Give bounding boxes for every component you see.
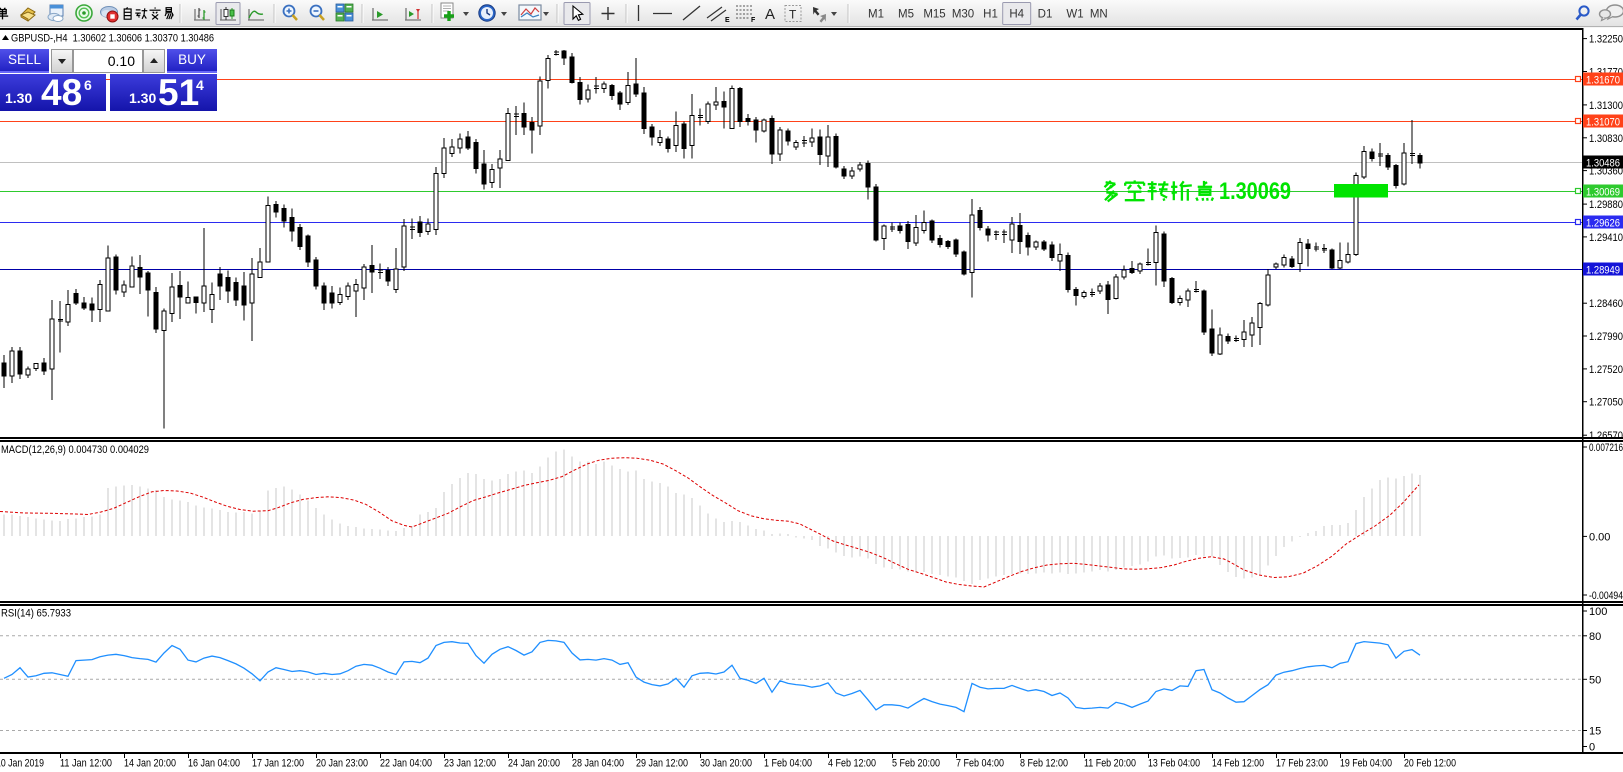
svg-text:19 Feb 04:00: 19 Feb 04:00 (1340, 758, 1392, 770)
svg-text:11 Jan 12:00: 11 Jan 12:00 (60, 758, 112, 770)
svg-text:1.28460: 1.28460 (1589, 298, 1623, 310)
svg-text:W1: W1 (1066, 9, 1083, 21)
svg-text:-0.00494: -0.00494 (1589, 590, 1623, 602)
svg-text:22 Jan 04:00: 22 Jan 04:00 (380, 758, 432, 770)
svg-text:28 Jan 04:00: 28 Jan 04:00 (572, 758, 624, 770)
svg-text:M30: M30 (952, 9, 974, 21)
svg-text:11 Feb 20:00: 11 Feb 20:00 (1084, 758, 1136, 770)
svg-text:RSI(14) 65.7933: RSI(14) 65.7933 (1, 608, 71, 620)
svg-text:8 Feb 12:00: 8 Feb 12:00 (1020, 758, 1068, 770)
svg-text:14 Jan 20:00: 14 Jan 20:00 (124, 758, 176, 770)
svg-text:MN: MN (1090, 9, 1108, 21)
svg-text:1.27520: 1.27520 (1589, 364, 1623, 376)
svg-text:GBPUSD-,H4 1.30602 1.30606 1.: GBPUSD-,H4 1.30602 1.30606 1.30370 1.304… (11, 33, 214, 45)
svg-text:1.29410: 1.29410 (1589, 232, 1623, 244)
svg-text:30 Jan 20:00: 30 Jan 20:00 (700, 758, 752, 770)
svg-text:E: E (725, 17, 730, 24)
svg-text:20 Feb 12:00: 20 Feb 12:00 (1404, 758, 1456, 770)
svg-text:7 Feb 04:00: 7 Feb 04:00 (956, 758, 1004, 770)
svg-text:29 Jan 12:00: 29 Jan 12:00 (636, 758, 688, 770)
svg-text:1.29626: 1.29626 (1586, 218, 1620, 230)
svg-text:14 Feb 12:00: 14 Feb 12:00 (1212, 758, 1264, 770)
svg-text:H4: H4 (1009, 9, 1024, 21)
svg-text:17 Jan 12:00: 17 Jan 12:00 (252, 758, 304, 770)
svg-text:1.29880: 1.29880 (1589, 199, 1623, 211)
svg-text:MACD(12,26,9) 0.004730 0.00402: MACD(12,26,9) 0.004730 0.004029 (1, 444, 149, 456)
svg-text:1.26570: 1.26570 (1589, 430, 1623, 442)
svg-text:1.27050: 1.27050 (1589, 397, 1623, 409)
svg-text:16 Jan 04:00: 16 Jan 04:00 (188, 758, 240, 770)
svg-text:24 Jan 20:00: 24 Jan 20:00 (508, 758, 560, 770)
svg-text:M5: M5 (898, 9, 914, 21)
svg-text:5 Feb 20:00: 5 Feb 20:00 (892, 758, 940, 770)
svg-text:0.00: 0.00 (1589, 531, 1610, 543)
svg-text:4 Feb 12:00: 4 Feb 12:00 (828, 758, 876, 770)
svg-text:0.007216: 0.007216 (1589, 442, 1623, 454)
svg-text:100: 100 (1589, 606, 1607, 618)
svg-text:1.30360: 1.30360 (1589, 166, 1623, 178)
svg-text:80: 80 (1589, 631, 1601, 643)
svg-text:23 Jan 12:00: 23 Jan 12:00 (444, 758, 496, 770)
svg-text:F: F (751, 17, 756, 24)
svg-text:10 Jan 2019: 10 Jan 2019 (0, 758, 44, 770)
svg-text:17 Feb 23:00: 17 Feb 23:00 (1276, 758, 1328, 770)
svg-text:H1: H1 (983, 9, 998, 21)
svg-text:15: 15 (1589, 726, 1601, 738)
svg-text:1.30486: 1.30486 (1586, 158, 1620, 170)
svg-text:50: 50 (1589, 674, 1601, 686)
svg-text:1.31070: 1.31070 (1586, 117, 1620, 129)
svg-text:13 Feb 04:00: 13 Feb 04:00 (1148, 758, 1200, 770)
svg-text:D1: D1 (1038, 9, 1053, 21)
svg-text:1.31670: 1.31670 (1586, 75, 1620, 87)
svg-text:1.28949: 1.28949 (1586, 265, 1620, 277)
svg-text:1.27990: 1.27990 (1589, 331, 1623, 343)
svg-text:M15: M15 (923, 9, 945, 21)
svg-text:1.30069: 1.30069 (1219, 178, 1291, 205)
svg-text:T: T (789, 8, 797, 22)
svg-text:20 Jan 23:00: 20 Jan 23:00 (316, 758, 368, 770)
svg-text:1.32250: 1.32250 (1589, 34, 1623, 46)
svg-text:1 Feb 04:00: 1 Feb 04:00 (764, 758, 812, 770)
svg-text:M1: M1 (868, 9, 884, 21)
svg-text:A: A (765, 6, 775, 23)
svg-text:1.30830: 1.30830 (1589, 133, 1623, 145)
svg-text:0: 0 (1589, 742, 1595, 754)
svg-text:1.31300: 1.31300 (1589, 100, 1623, 112)
svg-text:1.30069: 1.30069 (1586, 187, 1620, 199)
